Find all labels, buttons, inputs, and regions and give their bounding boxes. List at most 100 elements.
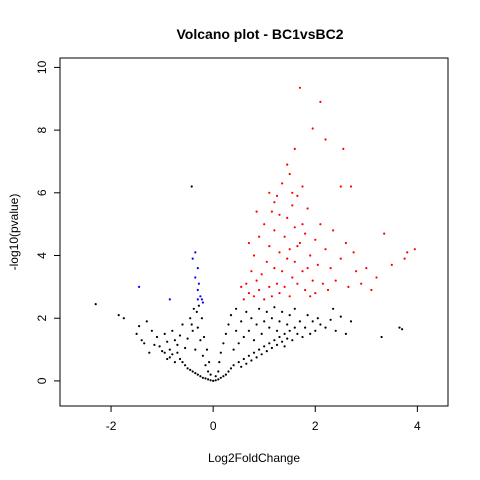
data-point-up: [288, 295, 291, 298]
data-point-not-significant: [94, 303, 97, 306]
data-point-not-significant: [311, 320, 314, 323]
data-point-up: [258, 235, 261, 238]
data-point-down: [168, 298, 171, 301]
x-tick-label: 0: [210, 419, 217, 433]
data-point-up: [296, 194, 299, 197]
data-point-not-significant: [155, 335, 159, 339]
data-point-up: [275, 194, 279, 197]
data-point-not-significant: [145, 320, 148, 323]
data-point-not-significant: [286, 337, 289, 340]
data-point-not-significant: [263, 345, 266, 348]
data-point-up: [301, 223, 304, 226]
data-point-not-significant: [201, 376, 204, 379]
data-point-not-significant: [196, 373, 199, 376]
data-point-not-significant: [329, 318, 332, 321]
data-point-up: [273, 229, 276, 232]
data-point-up: [255, 210, 258, 213]
data-point-up: [252, 254, 256, 257]
data-point-not-significant: [190, 185, 193, 188]
data-point-not-significant: [242, 357, 245, 361]
data-point-up: [273, 267, 276, 270]
data-point-not-significant: [171, 329, 174, 332]
data-point-not-significant: [212, 379, 215, 382]
data-point-not-significant: [247, 354, 250, 357]
data-point-not-significant: [309, 332, 312, 335]
data-point-up: [349, 185, 353, 188]
data-point-up: [329, 267, 332, 270]
data-point-not-significant: [255, 356, 258, 359]
data-point-up: [281, 270, 284, 273]
data-point-not-significant: [250, 359, 253, 362]
data-point-not-significant: [319, 323, 322, 326]
data-point-not-significant: [247, 329, 250, 332]
x-axis: -2 0 2 4: [106, 406, 421, 433]
data-point-not-significant: [191, 370, 194, 373]
data-point-up: [286, 216, 289, 219]
data-point-not-significant: [235, 329, 238, 332]
data-point-not-significant: [222, 375, 225, 378]
data-point-not-significant: [273, 306, 276, 309]
data-point-up: [288, 248, 291, 251]
data-point-up: [365, 267, 368, 270]
data-point-not-significant: [181, 361, 184, 364]
data-point-up: [247, 241, 250, 245]
data-point-not-significant: [148, 351, 151, 354]
data-point-not-significant: [293, 326, 296, 329]
data-point-not-significant: [181, 323, 184, 326]
data-point-up: [268, 191, 271, 194]
data-point-not-significant: [237, 342, 240, 345]
data-point-not-significant: [273, 339, 276, 342]
data-point-not-significant: [143, 342, 146, 345]
data-point-up: [403, 257, 406, 260]
data-point-not-significant: [202, 335, 206, 339]
data-point-not-significant: [237, 361, 240, 364]
data-point-down: [194, 251, 197, 254]
data-point-down: [197, 282, 200, 285]
data-point-not-significant: [194, 348, 197, 351]
data-point-up: [342, 147, 345, 150]
data-point-not-significant: [344, 332, 347, 335]
data-point-not-significant: [168, 356, 171, 359]
y-axis-label: -log10(pvalue): [7, 194, 21, 271]
data-point-not-significant: [314, 329, 317, 332]
data-point-not-significant: [208, 361, 211, 364]
data-point-not-significant: [138, 325, 141, 328]
data-point-not-significant: [275, 343, 279, 346]
data-point-not-significant: [240, 365, 243, 368]
data-point-not-significant: [150, 329, 153, 332]
data-point-up: [281, 182, 284, 185]
data-point-up: [291, 276, 294, 279]
data-point-up: [360, 282, 363, 285]
data-point-not-significant: [207, 378, 210, 381]
data-point-not-significant: [204, 377, 207, 380]
data-point-not-significant: [189, 368, 192, 371]
data-point-up: [326, 288, 330, 292]
data-point-up: [293, 260, 296, 263]
data-point-not-significant: [204, 364, 207, 367]
data-point-not-significant: [209, 379, 212, 382]
data-point-not-significant: [252, 351, 256, 354]
data-point-up: [339, 257, 342, 260]
data-point-not-significant: [209, 373, 212, 376]
data-point-not-significant: [200, 317, 203, 320]
data-point-not-significant: [199, 375, 202, 378]
data-point-up: [291, 191, 294, 194]
data-point-up: [268, 245, 271, 248]
data-point-not-significant: [227, 370, 230, 373]
data-point-up: [301, 185, 304, 188]
data-point-not-significant: [401, 328, 404, 331]
data-point-not-significant: [298, 320, 301, 323]
data-point-up: [273, 201, 276, 204]
data-point-up: [263, 298, 266, 301]
data-point-up: [314, 238, 317, 241]
data-point-down: [200, 298, 203, 301]
data-point-not-significant: [288, 329, 291, 332]
data-point-not-significant: [278, 335, 281, 339]
data-point-not-significant: [186, 337, 189, 340]
data-point-up: [355, 270, 358, 273]
data-point-up: [250, 270, 253, 273]
data-point-up: [291, 204, 294, 207]
data-point-not-significant: [324, 326, 327, 329]
data-point-up: [278, 213, 281, 216]
data-point-not-significant: [222, 342, 225, 345]
